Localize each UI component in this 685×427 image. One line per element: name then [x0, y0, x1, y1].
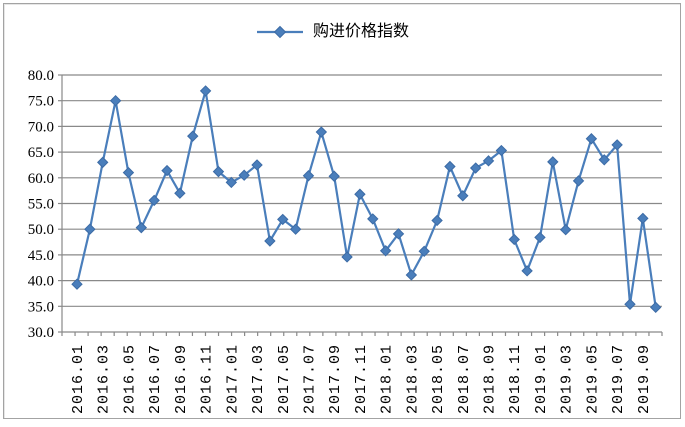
- x-tick-label: 2017.03: [250, 344, 267, 414]
- y-tick-label: 70.0: [28, 119, 54, 135]
- data-point-marker: [379, 245, 392, 257]
- x-tick-label: 2019.07: [610, 344, 627, 414]
- data-point-marker: [367, 213, 379, 225]
- legend-diamond-icon: [273, 25, 287, 39]
- data-point-marker: [405, 269, 418, 281]
- x-tick-label: 2018.03: [404, 344, 421, 414]
- y-tick-label: 75.0: [28, 94, 54, 110]
- data-point-marker: [534, 231, 546, 244]
- y-tick-label: 45.0: [28, 248, 54, 264]
- data-point-marker: [212, 165, 225, 178]
- data-point-marker: [444, 160, 456, 173]
- data-point-marker: [354, 188, 366, 200]
- y-tick-label: 60.0: [28, 171, 54, 187]
- x-tick-label: 2018.11: [507, 344, 524, 414]
- x-tick-label: 2017.07: [301, 344, 318, 414]
- data-point-marker: [161, 164, 173, 177]
- y-tick-label: 80.0: [28, 68, 54, 84]
- x-tick-label: 2016.03: [96, 344, 113, 414]
- data-point-marker: [585, 133, 598, 145]
- x-tick-label: 2016.07: [147, 344, 164, 414]
- x-tick-label: 2016.11: [199, 344, 216, 414]
- series-markers: [71, 85, 662, 314]
- data-point-marker: [71, 278, 83, 290]
- data-point-marker: [611, 139, 623, 151]
- x-tick-label: 2018.09: [482, 344, 499, 414]
- y-axis-labels: 30.0 35.0 40.0 45.0 50.0 55.0 60.0 65.0 70.0 75.0…: [28, 68, 54, 341]
- data-point-marker: [495, 144, 508, 157]
- x-tick-label: 2016.09: [173, 344, 190, 414]
- data-point-marker: [392, 228, 405, 240]
- data-point-marker: [482, 155, 495, 167]
- data-point-marker: [547, 156, 559, 168]
- legend-series-marker-icon: [257, 25, 303, 39]
- x-tick-label: 2017.11: [353, 344, 370, 414]
- x-tick-label: 2018.07: [456, 344, 473, 414]
- data-point-marker: [277, 213, 289, 226]
- x-tick-label: 2016.01: [70, 344, 87, 414]
- x-tick-label: 2019.05: [584, 344, 601, 414]
- data-point-marker: [122, 166, 135, 179]
- data-point-marker: [302, 170, 315, 182]
- data-point-marker: [328, 170, 340, 182]
- data-point-marker: [315, 126, 328, 138]
- x-tick-label: 2019.03: [559, 344, 576, 414]
- y-tick-label: 50.0: [28, 222, 54, 238]
- x-tick-label: 2019.01: [533, 344, 550, 414]
- y-tick-label: 65.0: [28, 145, 54, 161]
- data-point-marker: [187, 130, 199, 142]
- y-tick-label: 35.0: [28, 299, 54, 315]
- x-axis-ticks: [61, 332, 663, 336]
- data-point-marker: [598, 154, 610, 166]
- y-tick-label: 55.0: [28, 197, 54, 213]
- y-axis-ticks: [58, 74, 62, 333]
- data-point-marker: [238, 169, 250, 181]
- data-point-marker: [508, 233, 520, 246]
- data-point-marker: [521, 265, 533, 277]
- x-tick-label: 2017.09: [327, 344, 344, 414]
- data-point-marker: [649, 301, 662, 314]
- x-tick-label: 2018.01: [379, 344, 396, 414]
- legend: 购进价格指数: [256, 21, 409, 43]
- data-point-marker: [199, 85, 212, 97]
- data-point-marker: [251, 159, 263, 171]
- data-point-marker: [457, 190, 469, 202]
- data-point-marker: [174, 187, 186, 199]
- data-point-marker: [431, 214, 443, 227]
- y-tick-label: 40.0: [28, 274, 54, 290]
- gridlines: [62, 74, 662, 333]
- x-tick-label: 2016.05: [121, 344, 138, 414]
- data-point-marker: [225, 176, 238, 189]
- data-point-marker: [418, 245, 430, 258]
- series-line: [75, 89, 657, 309]
- x-tick-label: 2017.05: [276, 344, 293, 414]
- data-point-marker: [148, 194, 160, 207]
- x-axis-labels: 2016.01 2016.03 2016.05 2016.07 2016.09 2016.…: [70, 344, 653, 414]
- data-point-marker: [289, 223, 302, 235]
- data-point-marker: [97, 156, 109, 169]
- data-point-marker: [135, 221, 148, 234]
- x-tick-label: 2019.09: [636, 344, 653, 414]
- data-point-marker: [559, 224, 572, 236]
- x-tick-label: 2018.05: [430, 344, 447, 414]
- y-tick-label: 30.0: [28, 325, 54, 341]
- data-point-marker: [84, 223, 96, 235]
- data-point-marker: [264, 235, 276, 247]
- data-point-marker: [469, 162, 482, 174]
- legend-label: 购进价格指数: [313, 23, 410, 40]
- data-point-marker: [637, 212, 649, 225]
- data-point-marker: [341, 251, 353, 263]
- data-point-marker: [109, 94, 122, 107]
- x-tick-label: 2017.01: [224, 344, 241, 414]
- data-point-marker: [624, 298, 636, 310]
- data-point-marker: [572, 175, 585, 187]
